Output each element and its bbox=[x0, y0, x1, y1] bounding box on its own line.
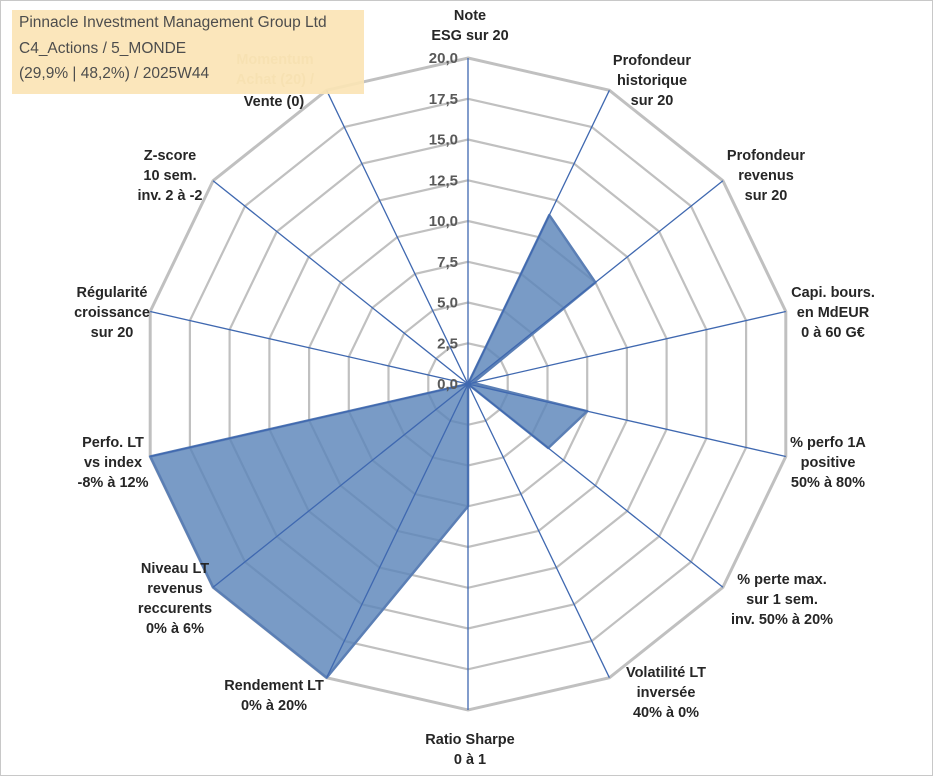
radar-axis-labels: Note ESG sur 20 Profondeur historique sur 20… bbox=[74, 8, 875, 768]
axis-label: Ratio Sharpe 0 à 1 bbox=[425, 732, 514, 768]
info-box: Pinnacle Investment Management Group Ltd… bbox=[12, 10, 364, 94]
tick-label: 0,0 bbox=[437, 376, 458, 393]
radar-spokes bbox=[150, 58, 786, 710]
tick-label: 2,5 bbox=[437, 335, 458, 352]
spoke-line bbox=[212, 383, 469, 588]
spoke-line bbox=[212, 180, 469, 385]
tick-label: 10,0 bbox=[429, 213, 458, 230]
axis-label: Niveau LT revenus reccurents 0% à 6% bbox=[138, 561, 212, 637]
series-area bbox=[148, 213, 597, 679]
tick-label: 15,0 bbox=[429, 132, 458, 149]
spoke-line bbox=[467, 383, 724, 588]
axis-label: Rendement LT 0% à 20% bbox=[224, 678, 324, 714]
spoke-line bbox=[467, 310, 786, 385]
axis-label: Note ESG sur 20 bbox=[431, 8, 508, 44]
axis-label: Profondeur historique sur 20 bbox=[613, 53, 691, 109]
period-stats: (29,9% | 48,2%) / 2025W44 bbox=[19, 65, 210, 82]
tick-label: 7,5 bbox=[437, 254, 458, 271]
radar-tick-labels: 0,0 2,5 5,0 7,5 10,0 12,5 15,0 17,5 20,0 bbox=[429, 50, 458, 393]
spoke-line bbox=[467, 383, 786, 458]
tick-label: 20,0 bbox=[429, 50, 458, 67]
category-path: C4_Actions / 5_MONDE bbox=[19, 40, 187, 57]
spoke-line bbox=[467, 90, 610, 385]
spoke-line bbox=[467, 180, 724, 385]
axis-label: Volatilité LT inversée 40% à 0% bbox=[626, 665, 706, 721]
spoke-line bbox=[467, 383, 610, 678]
axis-label: Profondeur revenus sur 20 bbox=[727, 148, 805, 204]
axis-label: % perfo 1A positive 50% à 80% bbox=[790, 435, 866, 491]
tick-label: 12,5 bbox=[429, 172, 458, 189]
radar-series bbox=[148, 213, 597, 679]
tick-label: 17,5 bbox=[429, 91, 458, 108]
spoke-line bbox=[150, 310, 469, 385]
spoke-line bbox=[326, 383, 469, 678]
spoke-line bbox=[326, 90, 469, 385]
axis-label: Perfo. LT vs index -8% à 12% bbox=[78, 435, 149, 491]
axis-label: Z-score 10 sem. inv. 2 à -2 bbox=[137, 148, 202, 204]
axis-label: Vente (0) bbox=[244, 94, 305, 110]
axis-label: Capi. bours. en MdEUR 0 à 60 G€ bbox=[791, 285, 875, 341]
spoke-line bbox=[150, 383, 469, 458]
tick-label: 5,0 bbox=[437, 295, 458, 312]
company-name: Pinnacle Investment Management Group Ltd bbox=[19, 14, 327, 31]
axis-label: % perte max. sur 1 sem. inv. 50% à 20% bbox=[731, 572, 833, 628]
axis-label: Régularité croissance sur 20 bbox=[74, 285, 150, 341]
